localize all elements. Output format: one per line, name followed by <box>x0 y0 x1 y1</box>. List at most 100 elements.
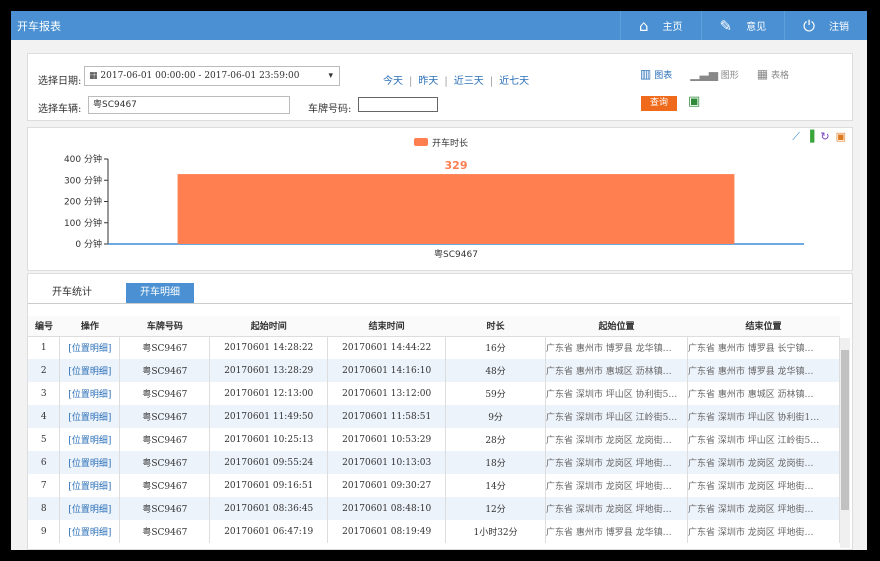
page-title: 开车报表 <box>17 19 61 33</box>
quick-date-link[interactable]: 近七天 <box>499 76 530 87</box>
table-row: 1 [位置明细] 粤SC9467 20170601 14:28:22 20170601 … <box>28 336 841 359</box>
table-cell: 广东省 深圳市 龙岗区 龙岗街… <box>545 428 688 451</box>
plate-input[interactable] <box>358 97 438 112</box>
column-header: 操作 <box>59 316 120 337</box>
quick-date-link[interactable]: 今天 <box>383 76 403 87</box>
nav-edit[interactable]: ✎ 意见 <box>700 11 785 40</box>
column-header: 车牌号码 <box>119 316 210 337</box>
date-range-picker[interactable]: ▦ 2017-06-01 00:00:00 - 2017-06-01 23:59… <box>84 66 340 86</box>
table-cell: 9 <box>28 520 61 543</box>
table-cell: 20170601 06:47:19 <box>209 520 329 543</box>
location-detail-link[interactable]: [位置明细] <box>59 520 121 543</box>
table-row: 5 [位置明细] 粤SC9467 20170601 10:25:13 20170601 … <box>28 428 841 451</box>
table-row: 2 [位置明细] 粤SC9467 20170601 13:28:29 20170601 … <box>28 359 841 382</box>
app-window: 开车报表 ⌂ 主页 ✎ 意见 ⏻ 注销 选择日期: ▦ 2017-06-01 00:00:… <box>11 11 867 550</box>
chevron-down-icon: ▾ <box>328 71 333 81</box>
y-tick-label: 0 分钟 <box>75 238 102 250</box>
table-row: 6 [位置明细] 粤SC9467 20170601 09:55:24 20170601 … <box>28 451 841 474</box>
table-cell: 20170601 11:58:51 <box>327 405 447 428</box>
table-cell: 20170601 09:30:27 <box>327 474 447 497</box>
data-label: 329 <box>445 159 468 172</box>
nav-home[interactable]: ⌂ 主页 <box>620 11 701 40</box>
table-icon: ▦ <box>756 67 769 81</box>
table-cell: 粤SC9467 <box>119 359 211 382</box>
home-icon: ⌂ <box>639 16 649 35</box>
tab-driving-details[interactable]: 开车明细 <box>126 283 194 303</box>
filter-panel: 选择日期: ▦ 2017-06-01 00:00:00 - 2017-06-01… <box>27 53 853 121</box>
scrollbar-thumb[interactable] <box>841 350 849 510</box>
table-cell: 3 <box>28 382 61 405</box>
table-cell: 粤SC9467 <box>119 336 211 359</box>
table-row: 7 [位置明细] 粤SC9467 20170601 09:16:51 20170601 … <box>28 474 841 497</box>
table-cell: 5 <box>28 428 61 451</box>
view-graph-button[interactable]: ▁▃▅ 图形 <box>690 67 739 81</box>
column-header: 起始位置 <box>545 316 688 337</box>
quick-date-link[interactable]: 昨天 <box>418 76 439 87</box>
table-cell: 广东省 深圳市 坪山区 江岭街5… <box>545 405 688 428</box>
table-cell: 4 <box>28 405 61 428</box>
table-cell: 1小时32分 <box>445 520 546 543</box>
power-icon: ⏻ <box>803 16 815 35</box>
table-cell: 广东省 惠州市 博罗县 长宁镇… <box>687 336 841 359</box>
view-table-button[interactable]: ▦ 表格 <box>756 67 790 81</box>
table-cell: 广东省 惠州市 惠城区 沥林镇… <box>545 359 688 382</box>
location-detail-link[interactable]: [位置明细] <box>59 405 121 428</box>
query-button[interactable]: 查询 <box>641 96 677 111</box>
table-cell: 20170601 08:36:45 <box>209 497 329 520</box>
line-chart-icon[interactable]: ⟋ <box>792 130 800 143</box>
legend-label: 开车时长 <box>432 137 468 149</box>
date-label: 选择日期: <box>38 76 82 87</box>
table-cell: 粤SC9467 <box>119 428 211 451</box>
table-cell: 20170601 13:12:00 <box>327 382 447 405</box>
table-cell: 16分 <box>445 336 546 359</box>
bar-chart-icon[interactable]: ▐ <box>805 130 815 143</box>
location-detail-link[interactable]: [位置明细] <box>59 336 121 359</box>
table-cell: 20170601 09:55:24 <box>209 451 329 474</box>
y-tick-label: 200 分钟 <box>64 196 102 208</box>
table-cell: 20170601 08:19:49 <box>327 520 447 543</box>
table-cell: 广东省 惠州市 惠城区 沥林镇… <box>687 382 841 405</box>
nav-power[interactable]: ⏻ 注销 <box>784 11 867 40</box>
detail-panel: 开车统计 开车明细 编号 操作 车牌号码 起始时间 结束时间 时长 起始位置 结束位置 1 [位置… <box>27 273 853 550</box>
driving-details-table: 编号 操作 车牌号码 起始时间 结束时间 时长 起始位置 结束位置 1 [位置明细] 粤SC9467… <box>28 316 841 543</box>
vehicle-input[interactable]: 粤SC9467 <box>88 96 290 114</box>
tab-driving-stats[interactable]: 开车统计 <box>52 287 92 298</box>
save-icon[interactable]: ▣ <box>835 130 846 143</box>
location-detail-link[interactable]: [位置明细] <box>59 451 121 474</box>
location-detail-link[interactable]: [位置明细] <box>59 359 121 382</box>
column-header: 时长 <box>445 316 546 337</box>
table-cell: 粤SC9467 <box>119 382 211 405</box>
view-chart-button[interactable]: ▥ 图表 <box>640 67 673 81</box>
table-cell: 20170601 12:13:00 <box>209 382 329 405</box>
table-cell: 20170601 10:13:03 <box>327 451 447 474</box>
table-cell: 广东省 深圳市 坪山区 协利街5… <box>545 382 688 405</box>
location-detail-link[interactable]: [位置明细] <box>59 497 121 520</box>
column-header: 起始时间 <box>209 316 328 337</box>
refresh-icon[interactable]: ↻ <box>820 130 830 143</box>
location-detail-link[interactable]: [位置明细] <box>59 428 121 451</box>
table-cell: 12分 <box>445 497 546 520</box>
table-cell: 广东省 惠州市 博罗县 龙华镇… <box>687 359 841 382</box>
table-cell: 粤SC9467 <box>119 405 211 428</box>
table-cell: 20170601 10:53:29 <box>327 428 447 451</box>
table-cell: 粤SC9467 <box>119 451 211 474</box>
scrollbar[interactable] <box>840 338 850 548</box>
table-cell: 粤SC9467 <box>119 497 211 520</box>
table-cell: 20170601 09:16:51 <box>209 474 329 497</box>
chart-grid-icon: ▥ <box>640 67 652 81</box>
location-detail-link[interactable]: [位置明细] <box>59 474 121 497</box>
table-cell: 广东省 深圳市 龙岗区 坪地街… <box>687 474 841 497</box>
quick-date-link[interactable]: 近三天 <box>453 76 484 87</box>
table-cell: 广东省 惠州市 博罗县 龙华镇… <box>545 520 688 543</box>
table-cell: 粤SC9467 <box>119 520 211 543</box>
table-cell: 广东省 深圳市 龙岗区 坪地街… <box>545 451 688 474</box>
bar-chart: 0 分钟 100 分钟 200 分钟 300 分钟 400 分钟 329 粤SC9467 开车… <box>64 137 804 260</box>
table-cell: 广东省 惠州市 博罗县 龙华镇… <box>545 336 688 359</box>
table-cell: 20170601 14:16:10 <box>327 359 447 382</box>
location-detail-link[interactable]: [位置明细] <box>59 382 121 405</box>
table-cell: 20170601 13:28:29 <box>209 359 329 382</box>
excel-export-icon[interactable]: ▣ <box>688 94 701 109</box>
table-row: 3 [位置明细] 粤SC9467 20170601 12:13:00 20170601 … <box>28 382 841 405</box>
table-cell: 20170601 08:48:10 <box>327 497 447 520</box>
table-cell: 广东省 深圳市 龙岗区 坪地街… <box>687 520 841 543</box>
